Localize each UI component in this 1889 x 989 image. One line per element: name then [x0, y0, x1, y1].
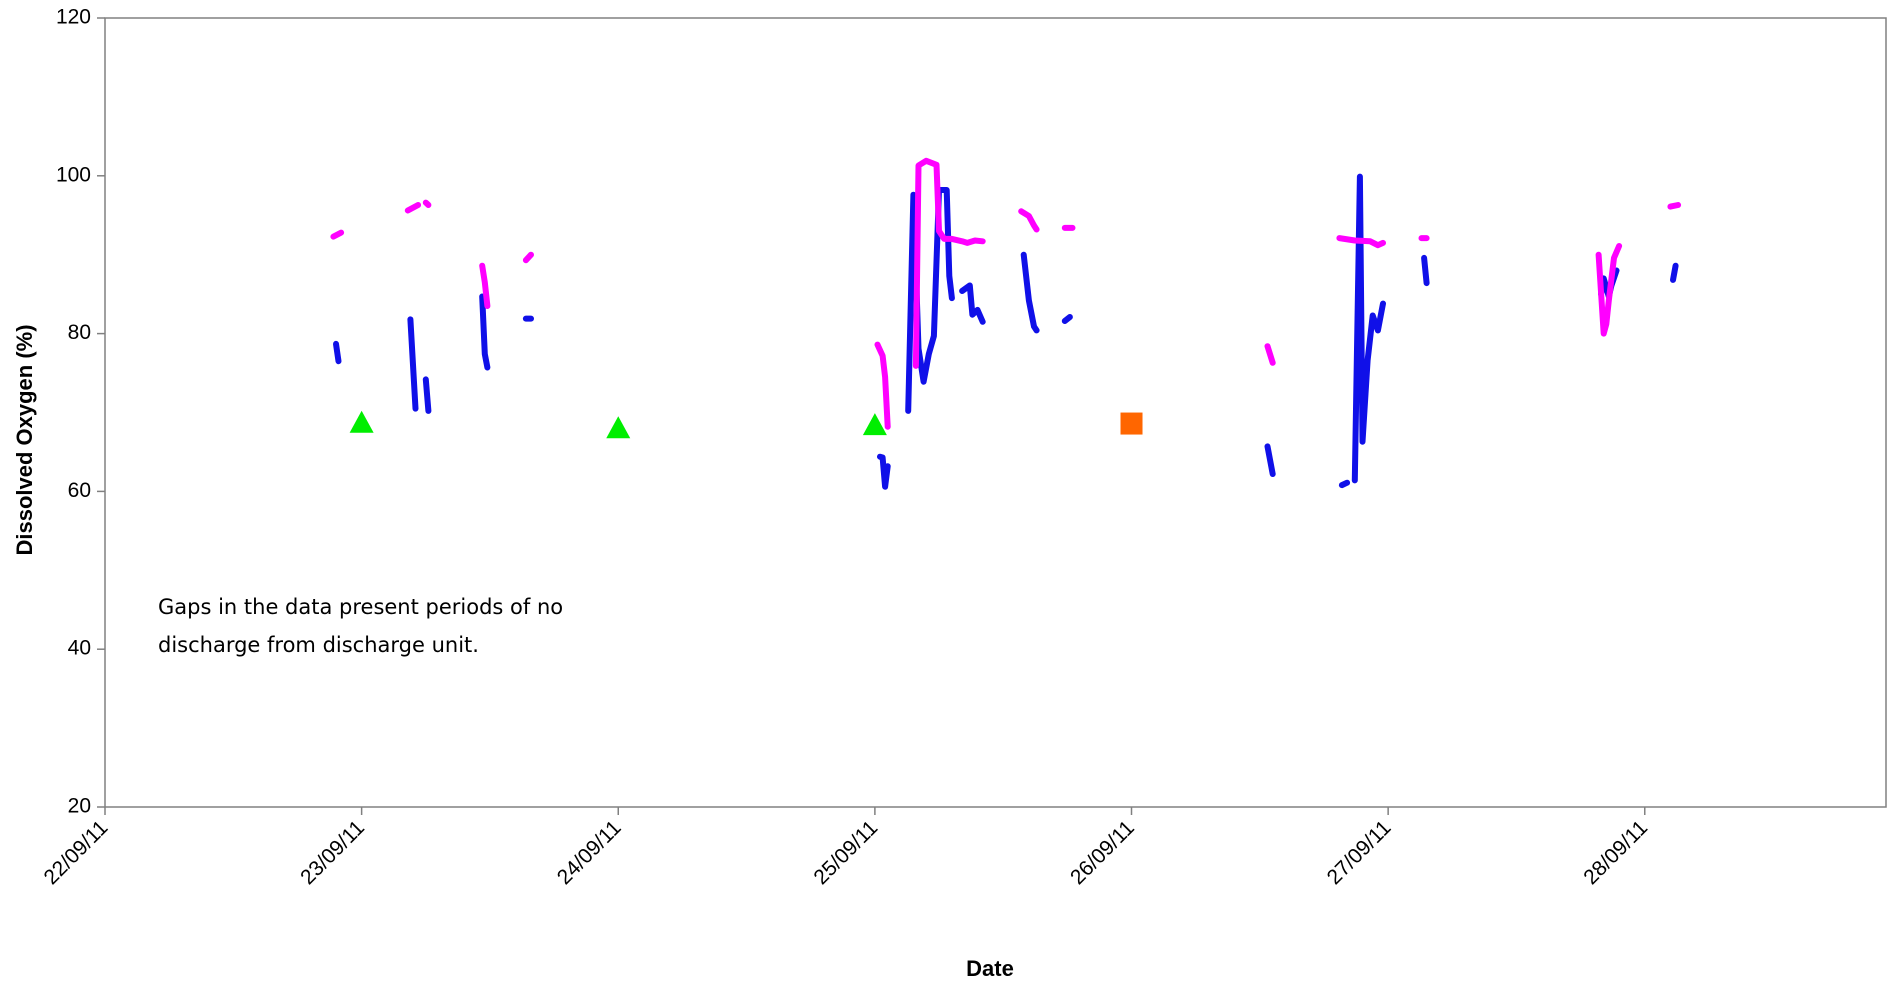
x-tick-label: 28/09/11: [1579, 816, 1652, 889]
line-segment: [1264, 443, 1276, 477]
line-segment: [1351, 173, 1386, 484]
line-segment: [874, 341, 891, 430]
x-tick-label: 24/09/11: [553, 816, 626, 889]
y-tick-label: 100: [56, 163, 91, 186]
line-segment: [1018, 208, 1040, 233]
line-segment: [1595, 243, 1623, 337]
line-segment: [422, 376, 432, 414]
y-tick-label: 120: [56, 6, 91, 29]
x-tick-label: 26/09/11: [1066, 816, 1139, 889]
line-segment: [1336, 235, 1386, 249]
line-segment: [1670, 262, 1679, 283]
marker: [1120, 412, 1143, 435]
x-tick-label: 23/09/11: [296, 816, 369, 889]
x-tick-label: 27/09/11: [1323, 816, 1396, 889]
line-segment: [912, 157, 986, 369]
y-tick-label: 40: [68, 637, 91, 660]
line-segment: [1667, 202, 1682, 210]
line-segment: [330, 229, 345, 240]
line-segment: [1421, 254, 1430, 287]
line-segment: [1020, 251, 1040, 334]
annotation-line: discharge from discharge unit.: [158, 633, 479, 657]
line-segment: [404, 202, 422, 214]
line-segment: [333, 340, 342, 365]
y-tick-label: 60: [68, 479, 91, 502]
line-segment: [422, 199, 432, 208]
line-segment: [479, 293, 491, 371]
x-tick-label: 25/09/11: [809, 816, 882, 889]
line-segment: [1061, 314, 1073, 324]
y-axis-title: Dissolved Oxygen (%): [12, 324, 37, 555]
annotation-line: Gaps in the data present periods of no: [158, 595, 563, 619]
marker: [606, 416, 631, 439]
line-segment: [1264, 343, 1276, 366]
line-segment: [522, 251, 534, 264]
line-segment: [407, 316, 419, 412]
marker: [862, 413, 887, 436]
plot-area: [104, 17, 1887, 808]
y-tick-label: 80: [68, 321, 91, 344]
marker: [349, 410, 374, 433]
x-axis-title: Date: [966, 956, 1014, 981]
line-segment: [479, 262, 491, 309]
line-segment: [877, 453, 891, 490]
line-segment: [1338, 479, 1351, 489]
x-tick-label: 22/09/11: [39, 816, 112, 889]
y-tick-label: 20: [68, 795, 91, 818]
line-segment: [959, 282, 986, 325]
